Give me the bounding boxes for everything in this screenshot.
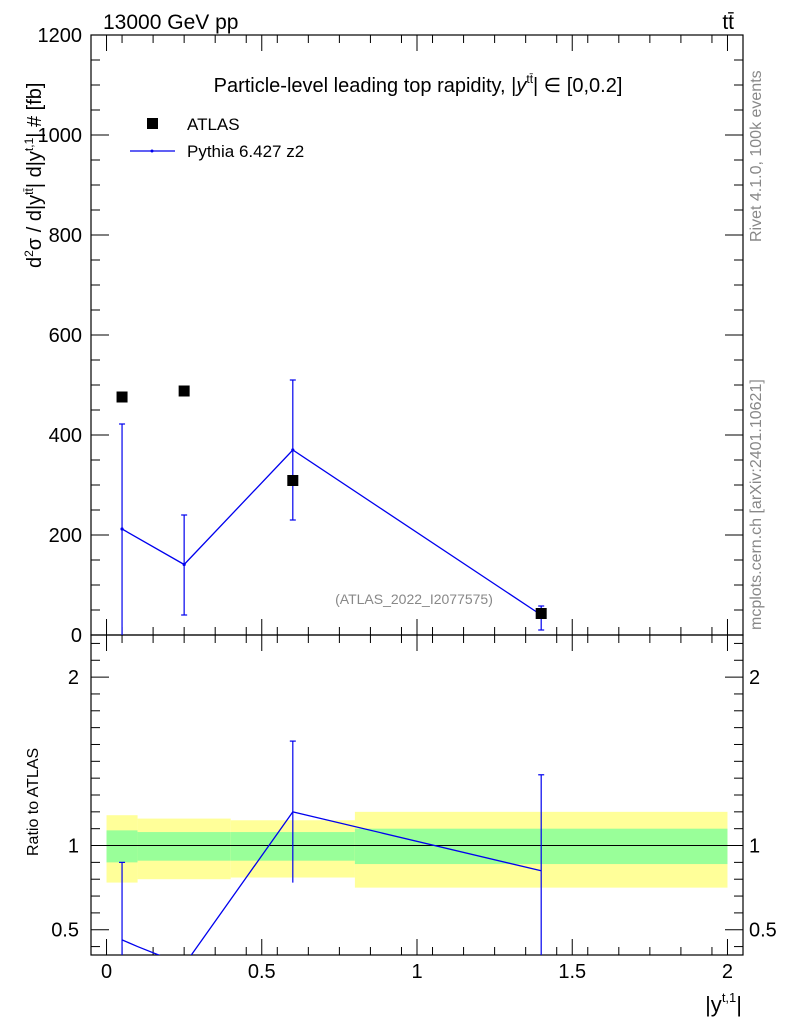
xtick-label-2: 1 — [411, 961, 422, 983]
band-green-1 — [137, 832, 231, 861]
main-series-layer — [116, 379, 547, 635]
legend-atlas-marker — [147, 118, 158, 129]
main-ylabel: d2σ / d|ytt̄| d|yt,1| # [fb] — [22, 83, 46, 268]
atlas-point-2 — [287, 475, 299, 486]
xtick-label-3: 1.5 — [558, 961, 586, 983]
ratio-ytick-label-0: 0.5 — [51, 920, 79, 942]
ratio-frame — [90, 634, 744, 956]
main-ytick-label-4: 800 — [49, 225, 82, 247]
rivet-label: Rivet 4.1.0, 100k events — [748, 70, 765, 242]
ratio-axis-ticks: 0 0.5 1 1.5 2 0.5 0.5 1 1 2 2 — [51, 635, 777, 983]
main-axis-ticks: 0 200 400 600 800 1000 1200 — [38, 25, 743, 647]
xtick-label-0: 0 — [101, 961, 112, 983]
legend-pythia-marker — [150, 149, 154, 153]
xlabel: |yt,1| — [705, 990, 742, 1017]
legend-pythia-label: Pythia 6.427 z2 — [187, 142, 304, 161]
ratio-ytick-label-right-2: 2 — [749, 667, 760, 689]
ratio-bands — [91, 811, 743, 888]
band-green-0 — [106, 830, 138, 863]
main-ytick-label-0: 0 — [71, 625, 82, 647]
xtick-label-4: 2 — [722, 961, 733, 983]
pythia-point-1 — [182, 562, 186, 567]
main-ytick-label-6: 1200 — [38, 25, 83, 47]
atlas-point-1 — [178, 385, 190, 397]
analysis-watermark: (ATLAS_2022_I2077575) — [335, 591, 493, 607]
ratio-ytick-label-right-0: 0.5 — [749, 920, 777, 942]
ratio-ylabel: Ratio to ATLAS — [25, 748, 42, 856]
main-ytick-label-2: 400 — [49, 425, 82, 447]
header-right: tt̄ — [722, 11, 734, 34]
chart-title: Particle-level leading top rapidity, |yt… — [214, 72, 623, 97]
mcplots-label: mcplots.cern.ch [arXiv:2401.10621] — [748, 379, 765, 630]
ratio-pythia-line — [121, 811, 542, 955]
legend-atlas-label: ATLAS — [187, 115, 240, 134]
ratio-ytick-label-1: 1 — [68, 836, 79, 858]
pythia-point-2 — [291, 448, 295, 452]
atlas-point-3 — [535, 608, 547, 619]
main-ytick-label-1: 200 — [49, 525, 82, 547]
atlas-point-0 — [116, 391, 128, 403]
pythia-point-0 — [120, 527, 124, 531]
header-left: 13000 GeV pp — [103, 11, 238, 34]
main-ytick-label-3: 600 — [49, 325, 82, 347]
pythia-line — [121, 449, 542, 616]
ratio-series-layer — [119, 740, 545, 955]
ratio-ytick-label-right-1: 1 — [749, 836, 760, 858]
xtick-label-1: 0.5 — [248, 961, 276, 983]
main-ytick-label-5: 1000 — [38, 125, 83, 147]
ratio-ytick-label-2: 2 — [68, 667, 79, 689]
